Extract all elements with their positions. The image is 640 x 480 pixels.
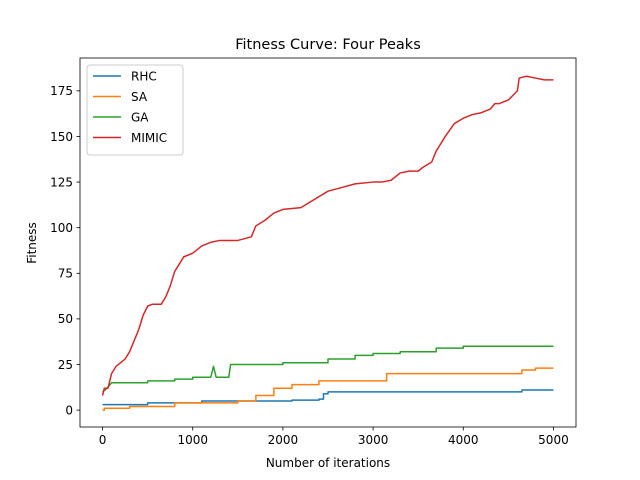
y-tick-label: 150	[50, 130, 73, 144]
x-axis-label: Number of iterations	[266, 456, 390, 470]
x-tick-label: 4000	[448, 433, 479, 447]
y-tick-label: 175	[50, 84, 73, 98]
y-axis-ticks: 0 25 50 75 100 125 150 175	[50, 84, 80, 417]
x-tick-label: 1000	[177, 433, 208, 447]
x-tick-label: 3000	[358, 433, 389, 447]
legend-label-sa: SA	[131, 90, 148, 104]
x-tick-label: 2000	[268, 433, 299, 447]
x-tick-label: 5000	[538, 433, 569, 447]
y-tick-label: 0	[65, 403, 73, 417]
series-layer	[101, 75, 554, 411]
y-tick-label: 25	[58, 358, 73, 372]
legend-label-ga: GA	[131, 110, 149, 124]
series-line-sa	[102, 367, 554, 411]
legend-box	[86, 64, 184, 156]
series-line-ga	[102, 345, 554, 393]
legend: RHC SA GA MIMIC	[86, 64, 184, 156]
y-axis-label: Fitness	[25, 222, 39, 264]
plot-frame	[79, 57, 577, 428]
y-tick-label: 50	[58, 312, 73, 326]
chart-title: Fitness Curve: Four Peaks	[235, 37, 421, 53]
series-line-mimic	[101, 75, 554, 396]
y-tick-label: 100	[50, 221, 73, 235]
x-tick-label: 0	[99, 433, 107, 447]
x-axis-ticks: 0 1000 2000 3000 4000 5000	[99, 427, 569, 447]
legend-label-mimic: MIMIC	[131, 131, 167, 145]
legend-label-rhc: RHC	[131, 69, 157, 83]
y-tick-label: 75	[58, 267, 73, 281]
y-tick-label: 125	[50, 175, 73, 189]
